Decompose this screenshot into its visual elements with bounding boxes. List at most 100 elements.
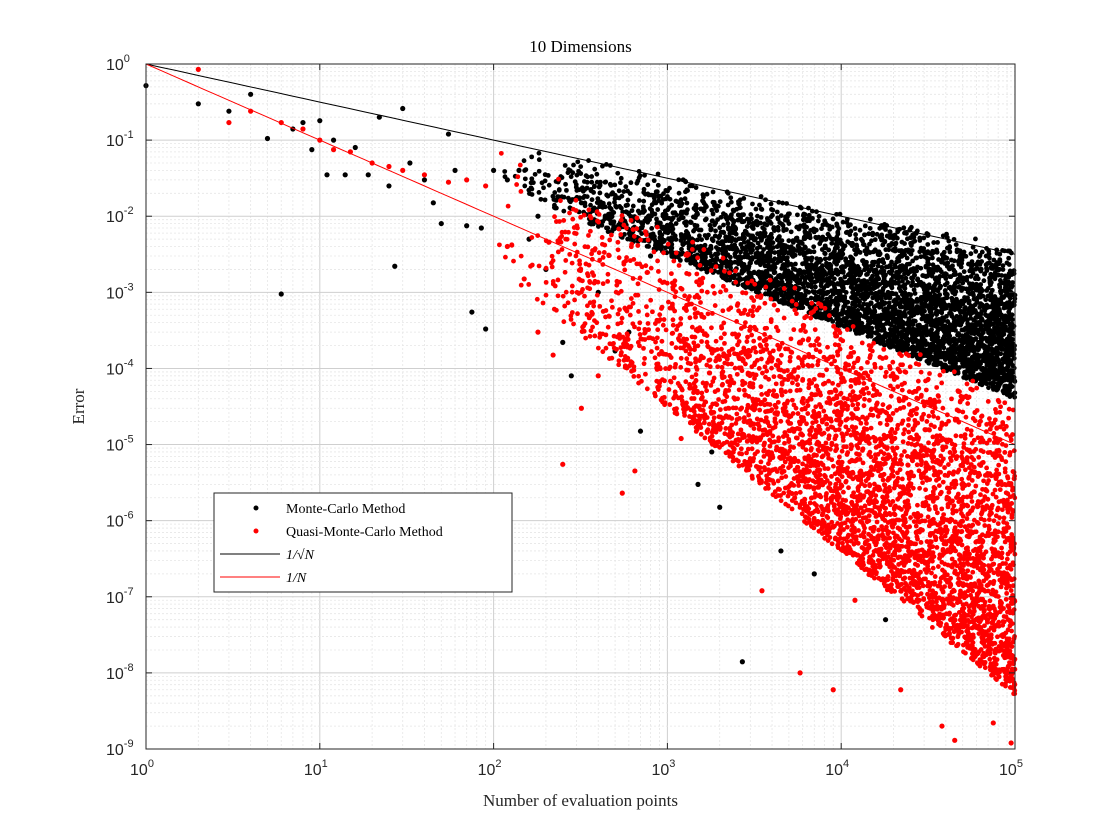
data-point-monte-carlo (827, 226, 833, 232)
data-point-monte-carlo (888, 322, 894, 328)
data-point-monte-carlo (587, 221, 593, 226)
data-point-monte-carlo (998, 333, 1004, 339)
data-point-monte-carlo (816, 213, 822, 219)
data-point-monte-carlo (881, 327, 887, 333)
data-point-monte-carlo (867, 216, 873, 222)
data-point-monte-carlo (625, 197, 631, 203)
data-point-monte-carlo (938, 321, 944, 327)
data-point-monte-carlo (875, 335, 881, 341)
data-point-monte-carlo (819, 226, 824, 232)
data-point-monte-carlo (791, 275, 797, 281)
data-point-monte-carlo (649, 226, 655, 231)
data-point-monte-carlo (763, 291, 769, 297)
data-point-monte-carlo (652, 234, 657, 239)
data-point-monte-carlo (1002, 288, 1008, 294)
data-point-monte-carlo (764, 254, 770, 260)
data-point-monte-carlo (695, 211, 700, 217)
data-point-monte-carlo (840, 281, 846, 287)
data-point-quasi-monte-carlo (793, 302, 799, 307)
data-point-monte-carlo (844, 229, 850, 235)
data-point-monte-carlo (729, 260, 735, 266)
data-point-monte-carlo (854, 243, 860, 249)
data-point-monte-carlo (928, 322, 934, 328)
data-point-monte-carlo (789, 291, 794, 297)
data-point-monte-carlo (977, 321, 983, 326)
data-point-monte-carlo (758, 230, 763, 236)
data-point-monte-carlo (926, 282, 932, 288)
data-point-monte-carlo (778, 548, 784, 554)
data-point-monte-carlo (651, 178, 657, 184)
data-point-monte-carlo (789, 252, 795, 258)
data-point-monte-carlo (944, 235, 950, 240)
data-point-monte-carlo (682, 236, 687, 242)
data-point-monte-carlo (814, 235, 820, 241)
data-point-monte-carlo (830, 216, 836, 222)
data-point-monte-carlo (788, 229, 794, 235)
data-point-quasi-monte-carlo (899, 453, 904, 458)
data-point-monte-carlo (987, 314, 993, 320)
data-point-monte-carlo (875, 252, 881, 257)
data-point-monte-carlo (970, 285, 976, 291)
data-point-monte-carlo (990, 266, 996, 271)
data-point-monte-carlo (993, 358, 998, 363)
data-point-monte-carlo (607, 181, 613, 187)
data-point-monte-carlo (806, 289, 812, 295)
data-point-quasi-monte-carlo (781, 315, 787, 321)
data-point-monte-carlo (602, 179, 608, 185)
data-point-monte-carlo (861, 261, 867, 267)
data-point-monte-carlo (971, 296, 977, 302)
data-point-monte-carlo (754, 222, 760, 228)
data-point-monte-carlo (996, 272, 1002, 278)
data-point-monte-carlo (814, 278, 820, 284)
data-point-monte-carlo (1010, 348, 1015, 354)
data-point-monte-carlo (833, 308, 839, 314)
data-point-monte-carlo (890, 291, 896, 297)
data-point-monte-carlo (778, 299, 784, 305)
data-point-monte-carlo (933, 359, 939, 365)
data-point-monte-carlo (580, 195, 586, 201)
data-point-monte-carlo (874, 231, 880, 237)
data-point-monte-carlo (700, 198, 706, 204)
data-point-quasi-monte-carlo (648, 297, 654, 303)
data-point-monte-carlo (854, 312, 860, 318)
data-point-quasi-monte-carlo (778, 352, 784, 358)
data-point-monte-carlo (802, 279, 808, 285)
data-point-monte-carlo (936, 257, 941, 262)
data-point-monte-carlo (932, 276, 938, 282)
data-point-monte-carlo (762, 263, 768, 269)
data-point-monte-carlo (821, 277, 827, 283)
data-point-monte-carlo (806, 249, 811, 255)
data-point-monte-carlo (904, 262, 910, 267)
data-point-monte-carlo (522, 176, 528, 182)
data-point-monte-carlo (802, 212, 808, 217)
data-point-monte-carlo (847, 319, 853, 325)
data-point-monte-carlo (961, 269, 967, 275)
data-point-monte-carlo (865, 271, 870, 277)
data-point-monte-carlo (400, 105, 406, 112)
data-point-monte-carlo (640, 204, 646, 210)
data-point-monte-carlo (668, 249, 674, 255)
data-point-quasi-monte-carlo (824, 367, 829, 373)
data-point-monte-carlo (764, 238, 770, 243)
data-point-monte-carlo (941, 362, 947, 368)
data-point-monte-carlo (880, 288, 886, 293)
data-point-monte-carlo (931, 240, 937, 245)
data-point-monte-carlo (1011, 355, 1017, 361)
data-point-monte-carlo (924, 313, 930, 319)
data-point-monte-carlo (775, 260, 780, 265)
data-point-monte-carlo (868, 327, 874, 332)
data-point-monte-carlo (521, 158, 527, 164)
data-point-monte-carlo (934, 352, 940, 358)
data-point-monte-carlo (880, 257, 886, 262)
data-point-monte-carlo (754, 246, 760, 251)
data-point-monte-carlo (723, 238, 729, 244)
data-point-monte-carlo (950, 302, 955, 307)
data-point-monte-carlo (999, 312, 1005, 318)
data-point-monte-carlo (997, 329, 1002, 335)
data-point-monte-carlo (842, 274, 848, 280)
data-point-monte-carlo (781, 256, 787, 261)
data-point-monte-carlo (842, 294, 848, 300)
data-point-monte-carlo (611, 219, 617, 225)
data-point-monte-carlo (961, 363, 966, 369)
data-point-monte-carlo (996, 340, 1002, 346)
